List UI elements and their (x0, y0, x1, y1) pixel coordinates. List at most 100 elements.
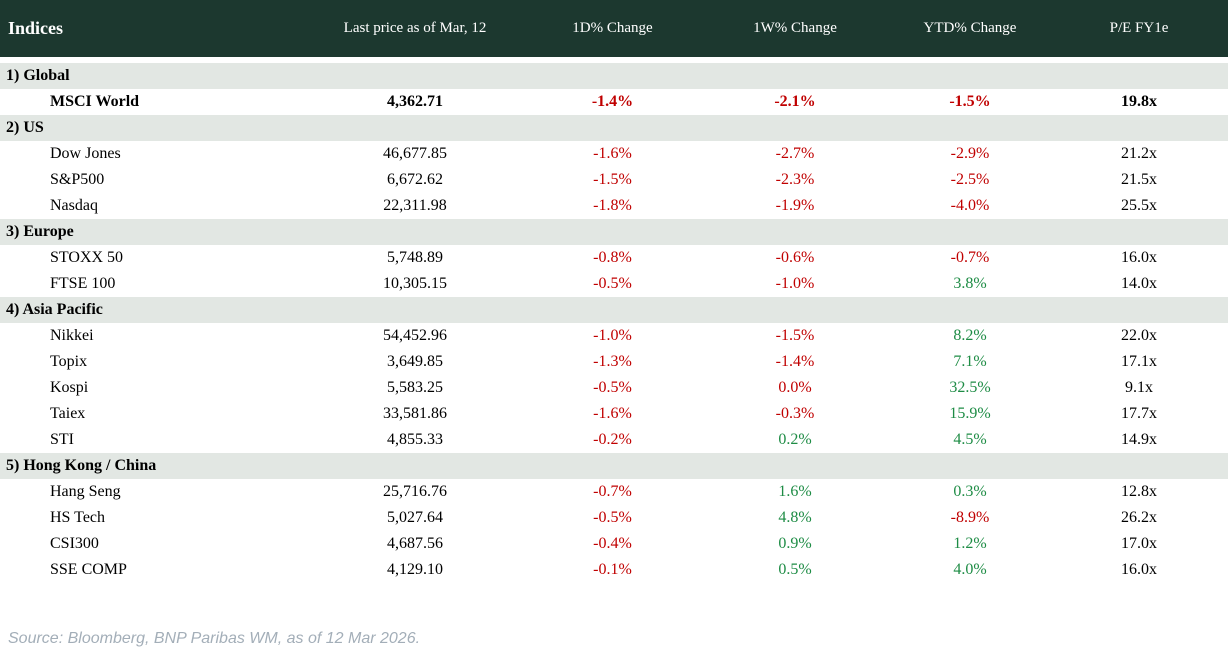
pe-value: 12.8x (1121, 483, 1157, 500)
index-name: STI (50, 431, 74, 448)
pe-value: 17.1x (1121, 353, 1157, 370)
pe-value: 17.0x (1121, 535, 1157, 552)
pe-value: 17.7x (1121, 405, 1157, 422)
change-ytd: -2.5% (950, 171, 990, 188)
table-header: Indices Last price as of Mar, 12 1D% Cha… (0, 0, 1228, 57)
table-row: Nasdaq 22,311.98 -1.8% -1.9% -4.0% 25.5x (0, 193, 1228, 219)
change-ytd: -2.9% (950, 145, 990, 162)
last-price: 5,748.89 (387, 249, 443, 266)
change-1d: -0.2% (593, 431, 632, 448)
pe-value: 22.0x (1121, 327, 1157, 344)
pe-value: 16.0x (1121, 561, 1157, 578)
pe-value: 9.1x (1125, 379, 1153, 396)
index-name: S&P500 (50, 171, 105, 188)
index-name: SSE COMP (50, 561, 127, 578)
table-row: HS Tech 5,027.64 -0.5% 4.8% -8.9% 26.2x (0, 505, 1228, 531)
change-1w: 0.2% (778, 431, 812, 448)
pe-value: 16.0x (1121, 249, 1157, 266)
index-name: CSI300 (50, 535, 99, 552)
index-name: Hang Seng (50, 483, 121, 500)
last-price: 4,362.71 (387, 93, 443, 110)
last-price: 4,687.56 (387, 535, 443, 552)
index-name: Taiex (50, 405, 86, 422)
change-ytd: -4.0% (950, 197, 990, 214)
last-price: 10,305.15 (383, 275, 447, 292)
col-header-ytd-change: YTD% Change (923, 20, 1017, 36)
change-ytd: 4.5% (953, 431, 987, 448)
table-row: FTSE 100 10,305.15 -0.5% -1.0% 3.8% 14.0x (0, 271, 1228, 297)
index-name: Nasdaq (50, 197, 98, 214)
pe-value: 19.8x (1121, 93, 1157, 110)
last-price: 6,672.62 (387, 171, 443, 188)
change-1w: 1.6% (778, 483, 812, 500)
last-price: 4,129.10 (387, 561, 443, 578)
last-price: 33,581.86 (383, 405, 447, 422)
table-row: Dow Jones 46,677.85 -1.6% -2.7% -2.9% 21.2x (0, 141, 1228, 167)
table-row: Topix 3,649.85 -1.3% -1.4% 7.1% 17.1x (0, 349, 1228, 375)
change-1w: -2.7% (775, 145, 815, 162)
change-1w: -0.3% (775, 405, 815, 422)
last-price: 5,027.64 (387, 509, 443, 526)
indices-table: Indices Last price as of Mar, 12 1D% Cha… (0, 0, 1228, 583)
change-1w: -1.5% (775, 327, 815, 344)
index-name: Kospi (50, 379, 89, 396)
index-name: STOXX 50 (50, 249, 124, 266)
change-ytd: 8.2% (953, 327, 987, 344)
table-row: Taiex 33,581.86 -1.6% -0.3% 15.9% 17.7x (0, 401, 1228, 427)
change-1d: -1.8% (593, 197, 632, 214)
table-row: Kospi 5,583.25 -0.5% 0.0% 32.5% 9.1x (0, 375, 1228, 401)
change-ytd: 15.9% (949, 405, 991, 422)
table-row: STI 4,855.33 -0.2% 0.2% 4.5% 14.9x (0, 427, 1228, 453)
change-ytd: -1.5% (949, 93, 991, 110)
change-1w: -1.9% (775, 197, 815, 214)
source-note: Source: Bloomberg, BNP Paribas WM, as of… (8, 630, 421, 647)
change-1w: 0.9% (778, 535, 812, 552)
change-ytd: 7.1% (953, 353, 987, 370)
col-header-1w-change: 1W% Change (753, 20, 837, 36)
table-row: MSCI World 4,362.71 -1.4% -2.1% -1.5% 19.8x (0, 89, 1228, 115)
col-header-pe: P/E FY1e (1109, 20, 1169, 36)
change-1d: -1.4% (591, 93, 634, 110)
section-row: 2) US (0, 115, 1228, 141)
index-name: MSCI World (50, 93, 140, 110)
col-header-last-price: Last price as of Mar, 12 (343, 20, 487, 36)
change-ytd: 1.2% (953, 535, 987, 552)
section-row: 1) Global (0, 63, 1228, 89)
change-ytd: 3.8% (953, 275, 987, 292)
change-1d: -0.5% (593, 509, 632, 526)
change-1w: -0.6% (775, 249, 815, 266)
change-1d: -0.4% (593, 535, 632, 552)
change-1w: 0.0% (778, 379, 812, 396)
index-name: HS Tech (50, 509, 106, 526)
change-1w: -2.1% (774, 93, 816, 110)
pe-value: 14.0x (1121, 275, 1157, 292)
change-1d: -0.5% (593, 379, 632, 396)
change-1d: -1.0% (593, 327, 632, 344)
index-name: Nikkei (50, 327, 94, 344)
change-ytd: 4.0% (953, 561, 987, 578)
change-1d: -0.7% (593, 483, 632, 500)
table-row: Hang Seng 25,716.76 -0.7% 1.6% 0.3% 12.8x (0, 479, 1228, 505)
index-name: Topix (50, 353, 88, 370)
section-row: 5) Hong Kong / China (0, 453, 1228, 479)
table-row: S&P500 6,672.62 -1.5% -2.3% -2.5% 21.5x (0, 167, 1228, 193)
change-1d: -0.5% (593, 275, 632, 292)
pe-value: 21.2x (1121, 145, 1157, 162)
change-1w: -1.0% (775, 275, 815, 292)
pe-value: 25.5x (1121, 197, 1157, 214)
table-row: CSI300 4,687.56 -0.4% 0.9% 1.2% 17.0x (0, 531, 1228, 557)
change-1d: -1.5% (593, 171, 632, 188)
change-1d: -1.6% (593, 145, 632, 162)
last-price: 4,855.33 (387, 431, 443, 448)
table-body: 1) Global MSCI World 4,362.71 -1.4% -2.1% -1.… (0, 63, 1228, 583)
change-1w: 4.8% (778, 509, 812, 526)
table-row: STOXX 50 5,748.89 -0.8% -0.6% -0.7% 16.0x (0, 245, 1228, 271)
last-price: 3,649.85 (387, 353, 443, 370)
last-price: 54,452.96 (383, 327, 447, 344)
last-price: 46,677.85 (383, 145, 447, 162)
change-1d: -1.6% (593, 405, 632, 422)
last-price: 25,716.76 (383, 483, 447, 500)
change-ytd: 0.3% (953, 483, 987, 500)
change-1w: 0.5% (778, 561, 812, 578)
change-1d: -0.8% (593, 249, 632, 266)
